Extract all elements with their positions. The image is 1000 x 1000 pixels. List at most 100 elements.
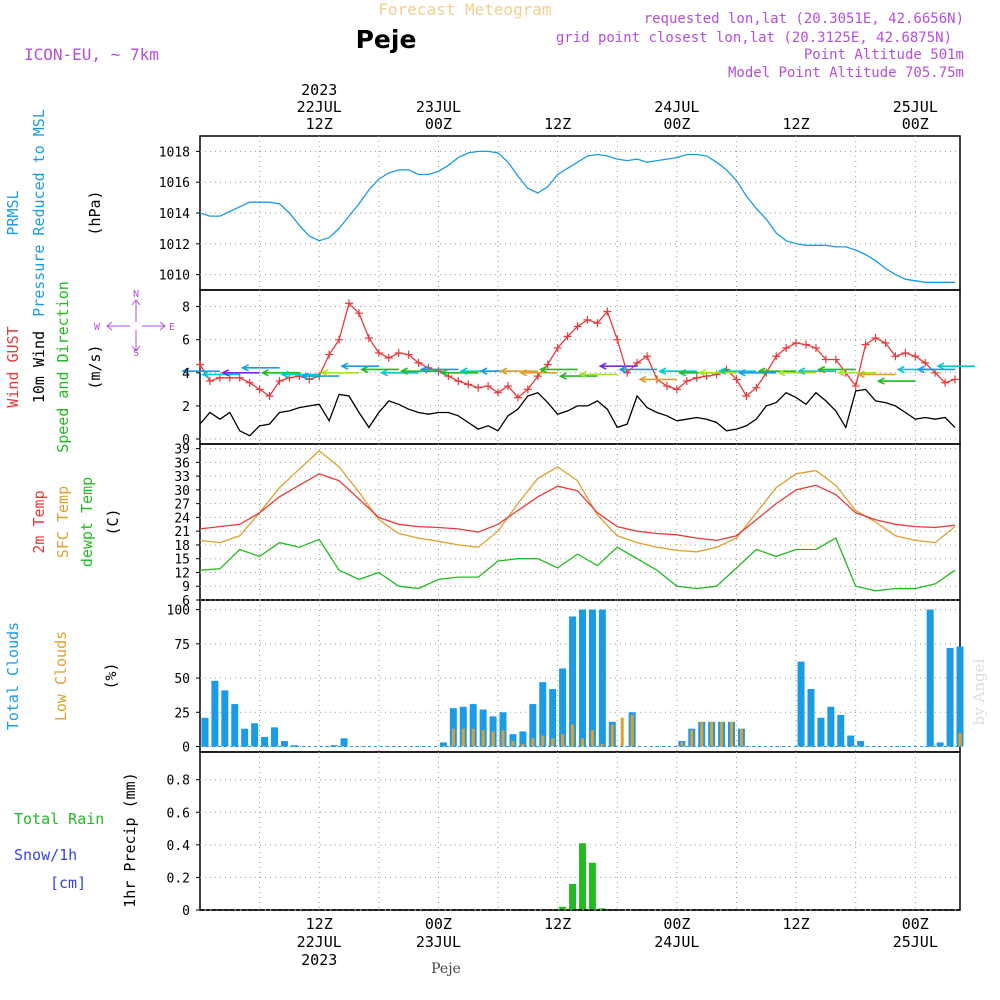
y-tick-label: 0	[182, 904, 190, 919]
gust-point	[593, 319, 602, 328]
gust-point	[871, 334, 880, 343]
gust-point	[394, 348, 403, 357]
gust-point	[613, 335, 622, 344]
wind-direction-arrow	[856, 370, 896, 379]
gust-point	[513, 393, 522, 402]
gust-point	[643, 352, 652, 361]
y-tick-label: 6	[182, 594, 190, 609]
total-cloud-bar	[251, 723, 259, 747]
wind-direction-arrow	[797, 367, 836, 375]
time-label-top: 12Z	[783, 115, 810, 133]
tick-labels: 1010101210141016101802468691215182124273…	[159, 145, 190, 919]
low-cloud-bar	[630, 715, 634, 747]
y-tick-label: 1016	[159, 176, 190, 191]
total-cloud-bar	[509, 734, 517, 747]
gust-point	[831, 355, 840, 364]
precip-bar	[598, 908, 606, 910]
time-label-top: 23JUL	[416, 98, 461, 116]
total-cloud-bar	[499, 712, 507, 747]
gust-point	[752, 383, 761, 392]
y-tick-label: 0.6	[167, 806, 190, 821]
total-cloud-bar	[280, 741, 288, 747]
y-tick-label: 0.8	[167, 774, 190, 789]
gust-point	[464, 380, 473, 389]
gust-point	[921, 358, 930, 367]
y-tick-label: 0.2	[167, 871, 190, 886]
y-tick-label: 39	[174, 443, 190, 458]
gust-point	[265, 391, 274, 400]
total-cloud-bar	[529, 704, 537, 747]
y-tick-label: 4	[182, 367, 190, 382]
panel-label: (hPa)	[86, 190, 104, 235]
gust-point	[503, 382, 512, 391]
gust-point	[205, 377, 214, 386]
grid-coords: grid point closest lon,lat (20.3125E, 42…	[556, 30, 952, 46]
gust-point	[384, 353, 393, 362]
y-tick-label: 1012	[159, 238, 190, 253]
sfc-temp-line	[199, 450, 956, 553]
time-label-bottom: 23JUL	[416, 933, 461, 951]
total-cloud-bar	[469, 704, 477, 747]
low-cloud-bar	[511, 741, 515, 747]
low-cloud-bar	[521, 743, 525, 747]
total-cloud-bar	[946, 647, 954, 747]
y-tick-label: 100	[167, 604, 190, 619]
gust-point	[603, 307, 612, 316]
total-cloud-bar	[807, 689, 815, 747]
gust-point	[484, 382, 493, 391]
panel-frame-2	[199, 289, 961, 445]
point-altitude: Point Altitude 501m	[804, 47, 964, 63]
total-cloud-bar	[817, 717, 825, 747]
wind-direction-arrow	[578, 370, 618, 379]
gust-point	[941, 378, 950, 387]
low-cloud-bar	[531, 738, 535, 747]
low-cloud-bar	[571, 724, 575, 747]
wind-direction-arrow	[598, 362, 638, 370]
gust-point	[325, 350, 334, 359]
pressure-line	[199, 150, 955, 283]
gust-point	[881, 338, 890, 347]
panel-label: SFC Temp	[54, 486, 72, 558]
y-tick-label: 25	[174, 706, 190, 721]
total-cloud-bar	[588, 609, 596, 747]
low-cloud-bar	[739, 728, 743, 747]
y-tick-label: 2	[182, 400, 190, 415]
low-cloud-bar	[720, 721, 724, 747]
low-cloud-bar	[730, 721, 734, 747]
y-tick-label: 36	[174, 456, 190, 471]
total-cloud-bar	[956, 646, 964, 747]
low-cloud-bar	[561, 734, 565, 747]
panel-label: dewpt Temp	[78, 477, 96, 567]
wind-direction-arrow	[201, 370, 240, 379]
compass-w: W	[94, 322, 101, 333]
gust-point	[573, 322, 582, 331]
wind-direction-arrow	[280, 370, 320, 379]
chart-title: Forecast Meteogram	[378, 0, 551, 19]
low-cloud-bar	[620, 717, 624, 747]
total-cloud-bar	[578, 609, 586, 747]
y-tick-label: 1010	[159, 269, 190, 284]
y-tick-label: 24	[174, 511, 190, 526]
gust-point	[861, 340, 870, 349]
compass-arrows-icon	[106, 299, 166, 352]
gust-point	[692, 373, 701, 382]
legend-snow-unit: [cm]	[50, 874, 86, 892]
time-label-top: 00Z	[425, 115, 452, 133]
time-label-bottom: 00Z	[902, 915, 929, 933]
time-label-top: 24JUL	[654, 98, 699, 116]
time-label-bottom: 22JUL	[297, 933, 342, 951]
gust-point	[335, 335, 344, 344]
gust-point	[275, 377, 284, 386]
low-cloud-bar	[710, 721, 714, 747]
wind-direction-arrow	[260, 369, 300, 377]
total-cloud-bar	[539, 682, 547, 747]
wind-direction-arrow	[638, 375, 677, 384]
low-cloud-bar	[690, 730, 694, 747]
time-label-top: 12Z	[544, 115, 571, 133]
low-cloud-bar	[600, 743, 604, 747]
total-cloud-bar	[439, 742, 447, 747]
y-tick-label: 0	[182, 433, 190, 448]
time-label-top: 22JUL	[297, 98, 342, 116]
gust-point	[583, 315, 592, 324]
dewpt-line	[199, 537, 956, 592]
